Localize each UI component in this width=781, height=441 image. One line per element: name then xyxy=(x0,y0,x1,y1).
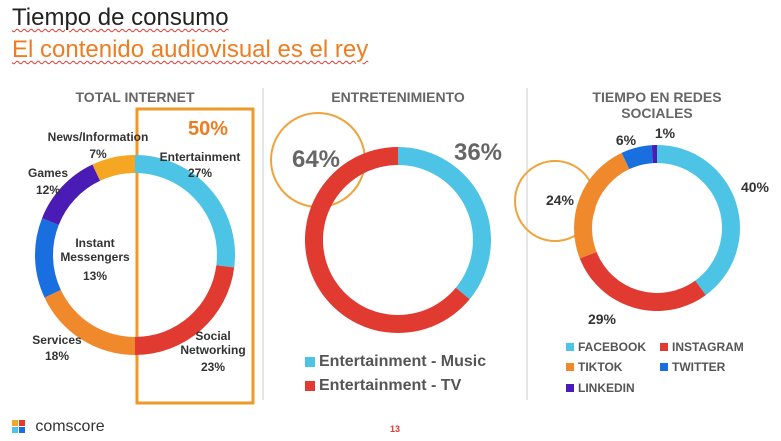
value-label: 64% xyxy=(291,146,341,173)
segment-name: Games xyxy=(27,166,69,180)
value-label: 40% xyxy=(740,179,770,195)
slide-subtitle: El contenido audiovisual es el rey xyxy=(12,36,369,63)
chart-title: TIEMPO EN REDES SOCIALES xyxy=(592,89,722,121)
donut-segment xyxy=(135,155,235,268)
segment-name: Instant Messengers xyxy=(60,236,130,264)
legend-label: Entertainment - TV xyxy=(319,377,462,394)
value-label: 23% xyxy=(200,360,226,374)
value-label: 18% xyxy=(44,349,70,363)
page-number: 13 xyxy=(389,424,401,434)
donut-segment xyxy=(657,145,740,296)
donut-segment xyxy=(92,155,135,181)
donut-segment xyxy=(35,218,61,298)
legend-swatch xyxy=(660,343,668,351)
legend-label: INSTAGRAM xyxy=(672,340,744,354)
donut-segment xyxy=(574,152,630,259)
legend-label: LINKEDIN xyxy=(578,381,635,395)
donut-segment xyxy=(42,164,101,225)
donut-segment xyxy=(651,145,657,164)
chart-title: ENTRETENIMIENTO xyxy=(331,89,465,105)
value-label: 27% xyxy=(187,166,213,180)
logo-icon xyxy=(19,420,25,426)
slide-title: Tiempo de consumo xyxy=(12,4,229,31)
segment-name: Entertainment xyxy=(159,150,241,164)
legend-swatch xyxy=(305,357,315,367)
chart-title: TOTAL INTERNET xyxy=(75,89,195,105)
value-label: 1% xyxy=(654,125,676,141)
legend-label: FACEBOOK xyxy=(578,340,647,354)
legend-swatch xyxy=(660,363,668,371)
legend-swatch xyxy=(566,384,574,392)
logo-icon xyxy=(12,427,18,433)
segment-name: News/Information xyxy=(47,130,149,144)
annotation: 50% xyxy=(187,118,229,140)
donut-segment xyxy=(304,147,470,333)
highlight-box xyxy=(135,107,255,405)
donut-segment xyxy=(579,251,706,311)
donut-segment xyxy=(398,147,491,300)
value-label: 6% xyxy=(615,132,637,148)
value-label: 7% xyxy=(89,147,107,161)
legend-label: TWITTER xyxy=(672,360,726,374)
donut-segment xyxy=(135,265,235,355)
value-label: 12% xyxy=(35,183,61,197)
donut-segment xyxy=(44,289,135,355)
legend-label: Entertainment - Music xyxy=(319,353,487,370)
value-label: 29% xyxy=(587,311,617,327)
logo-icon xyxy=(12,420,18,426)
legend-swatch xyxy=(305,381,315,391)
logo-text: comscore xyxy=(35,418,105,435)
value-label: 24% xyxy=(545,192,575,208)
segment-name: Social Networking xyxy=(180,329,246,357)
legend-swatch xyxy=(566,363,574,371)
segment-name: Services xyxy=(32,333,82,347)
legend-swatch xyxy=(566,343,574,351)
donut-segment xyxy=(621,145,653,170)
value-label: 36% xyxy=(453,139,503,166)
logo-icon xyxy=(19,427,25,433)
value-label: 13% xyxy=(82,269,108,283)
legend-label: TIKTOK xyxy=(578,360,623,374)
